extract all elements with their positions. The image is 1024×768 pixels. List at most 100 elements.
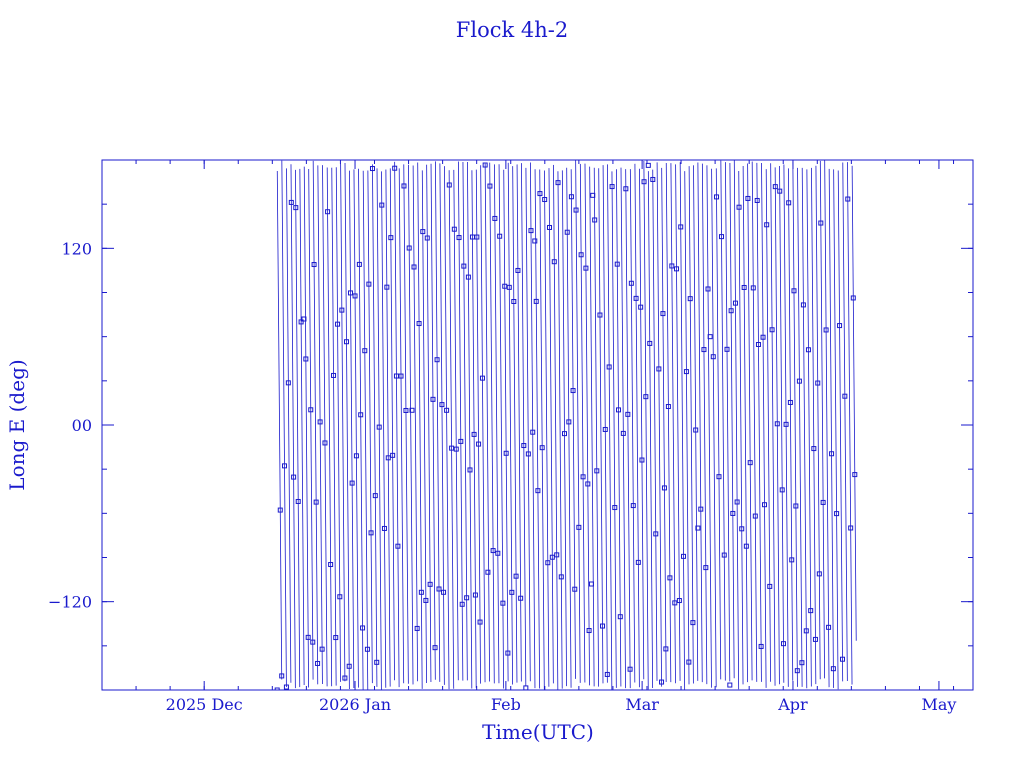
plot-area <box>101 159 974 691</box>
data-point <box>458 438 464 444</box>
series-line <box>697 162 703 683</box>
data-point <box>834 511 840 517</box>
data-point <box>414 625 420 631</box>
data-point <box>521 443 527 449</box>
data-point <box>647 340 653 346</box>
series-line <box>408 164 414 685</box>
data-point <box>667 575 673 581</box>
data-point <box>360 625 366 631</box>
data-point <box>301 316 307 322</box>
series-line <box>561 170 567 687</box>
data-point <box>381 525 387 531</box>
data-point <box>532 238 538 244</box>
series-line <box>647 171 654 688</box>
series-line <box>530 162 536 689</box>
data-point <box>686 659 692 665</box>
series-line <box>598 168 604 684</box>
data-point <box>325 209 331 215</box>
data-point <box>432 645 438 651</box>
data-point <box>639 457 645 463</box>
data-point <box>808 608 814 614</box>
series-line <box>761 162 767 688</box>
data-point <box>537 191 543 197</box>
data-point <box>570 388 576 394</box>
data-point <box>818 220 824 226</box>
data-point <box>502 283 508 289</box>
data-point <box>604 671 610 677</box>
data-point <box>362 348 368 354</box>
data-point <box>628 280 634 286</box>
data-point <box>456 235 462 241</box>
series-line <box>828 168 834 688</box>
y-axis-title: Long E (deg) <box>5 359 29 490</box>
data-point <box>745 195 751 201</box>
series-line <box>675 164 681 681</box>
data-point <box>627 666 633 672</box>
data-point <box>311 262 317 268</box>
data-point <box>444 407 450 413</box>
data-point <box>335 321 341 327</box>
series-line <box>453 169 459 681</box>
data-point <box>545 560 551 566</box>
data-point <box>762 502 768 508</box>
data-point <box>546 224 552 230</box>
series-line <box>394 161 400 688</box>
series-line <box>281 160 287 688</box>
series-line <box>720 160 726 681</box>
data-point <box>539 445 545 451</box>
data-point <box>623 186 629 192</box>
series-line <box>589 166 595 687</box>
series-line <box>656 162 662 687</box>
data-point <box>449 445 455 451</box>
data-point <box>719 234 725 240</box>
series-line <box>503 169 509 682</box>
series-line <box>376 168 382 690</box>
y-axis: 120 00 −120 <box>48 159 973 691</box>
data-point <box>794 668 800 674</box>
data-point <box>805 347 811 353</box>
data-point <box>374 659 380 665</box>
series-line <box>480 165 486 683</box>
data-point <box>728 308 734 314</box>
data-point <box>614 261 620 267</box>
series-line <box>797 167 803 687</box>
data-point <box>793 503 799 509</box>
x-tick-label: Apr <box>777 695 808 714</box>
series-line <box>770 163 776 686</box>
data-point <box>573 207 579 213</box>
data-point <box>752 513 758 519</box>
series-line <box>553 164 559 690</box>
data-point <box>343 339 349 345</box>
data-point <box>736 204 742 210</box>
data-point <box>424 235 430 241</box>
series-line <box>819 160 825 679</box>
series-line <box>331 167 337 686</box>
series-line <box>308 168 314 680</box>
data-point <box>780 641 786 647</box>
series-line <box>616 169 622 687</box>
data-point <box>741 284 747 290</box>
data-point <box>295 498 301 504</box>
series-line <box>679 162 686 690</box>
series-line <box>607 164 613 690</box>
data-point <box>663 646 669 652</box>
data-point <box>820 499 826 505</box>
series-line <box>403 164 409 684</box>
series-line <box>851 165 857 641</box>
series-line <box>430 163 436 680</box>
series-line <box>747 163 753 681</box>
data-point <box>518 595 524 601</box>
series-line <box>498 164 505 689</box>
x-tick-label: May <box>921 695 956 714</box>
data-point <box>303 356 309 362</box>
series-line <box>286 168 292 683</box>
data-point <box>349 480 355 486</box>
series-line <box>439 163 445 685</box>
data-point <box>566 419 572 425</box>
data-point <box>487 183 493 189</box>
data-point <box>796 378 802 384</box>
data-point <box>305 634 311 640</box>
series-line <box>317 165 323 685</box>
series-line <box>824 160 830 688</box>
data-point <box>578 252 584 258</box>
